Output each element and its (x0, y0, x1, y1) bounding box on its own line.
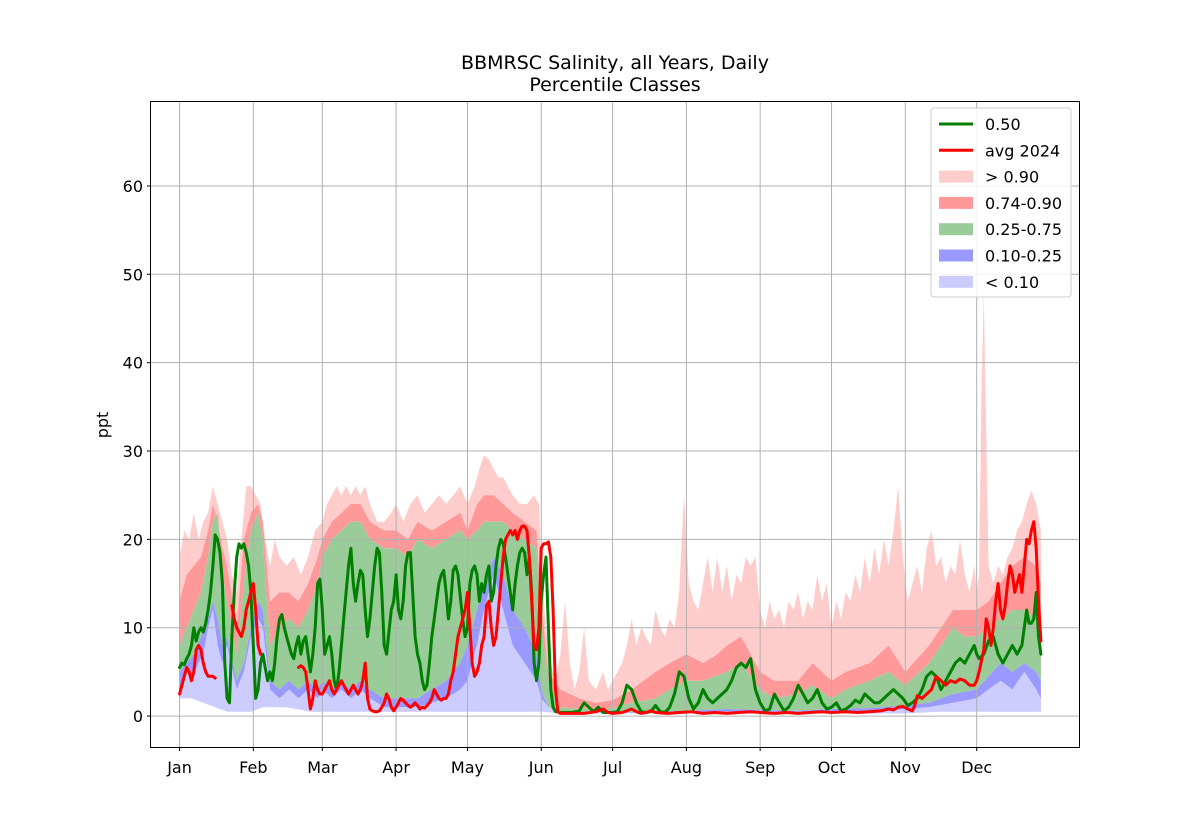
y-tick-label: 10 (123, 619, 143, 638)
chart-title-line1: BBMRSC Salinity, all Years, Daily (461, 52, 769, 74)
legend-label: 0.10-0.25 (985, 247, 1062, 266)
y-tick-label: 0 (133, 707, 143, 726)
median-0.50-line (178, 533, 1043, 714)
legend-swatch-fill (939, 196, 973, 209)
x-tick-label: Jan (166, 758, 192, 777)
y-tick-label: 20 (123, 530, 143, 549)
x-tick-label: Nov (890, 758, 921, 777)
legend-swatch-fill (939, 249, 973, 262)
legend-label: 0.74-0.90 (985, 194, 1062, 213)
legend-label: 0.50 (985, 115, 1021, 134)
x-tick-label: Aug (671, 758, 702, 777)
band-0.10-0.25 (179, 557, 1041, 713)
y-axis-ticks: 0 10 20 30 40 50 60 (123, 177, 151, 726)
band-below-0.10 (179, 574, 1041, 714)
x-tick-label: Dec (961, 758, 992, 777)
y-axis-label: ppt (93, 412, 112, 439)
y-tick-label: 50 (123, 265, 143, 284)
x-tick-label: Jun (528, 758, 554, 777)
avg-2024-line (230, 582, 262, 656)
legend-label: > 0.90 (985, 168, 1039, 187)
x-tick-label: Apr (382, 758, 410, 777)
avg-2024-line (178, 643, 217, 696)
series-lines (178, 520, 1043, 715)
x-tick-label: May (451, 758, 484, 777)
legend-label: 0.25-0.75 (985, 220, 1062, 239)
legend-swatch-fill (939, 275, 973, 288)
legend-label: < 0.10 (985, 273, 1039, 292)
chart-title-line2: Percentile Classes (529, 74, 700, 96)
legend-swatch-fill (939, 223, 973, 236)
x-tick-label: Oct (818, 758, 846, 777)
percentile-bands (179, 292, 1041, 714)
band-0.25-0.75 (179, 512, 1041, 712)
x-tick-label: Sep (745, 758, 775, 777)
avg-2024-line (297, 520, 1043, 715)
band-above-0.90 (179, 292, 1041, 703)
legend: 0.50 avg 2024 > 0.90 0.74-0.90 0.25-0.75 0.10… (930, 107, 1072, 298)
y-tick-label: 60 (123, 177, 143, 196)
y-tick-label: 30 (123, 442, 143, 461)
x-tick-label: Jul (602, 758, 622, 777)
x-axis-ticks: Jan Feb Mar Apr May Jun Jul Aug Sep Oct Nov Dec (166, 747, 992, 777)
legend-swatch-fill (939, 170, 973, 183)
legend-label: avg 2024 (985, 141, 1060, 160)
plot-frame (150, 101, 1080, 748)
x-tick-label: Feb (239, 758, 267, 777)
x-tick-label: Mar (307, 758, 338, 777)
y-tick-label: 40 (123, 354, 143, 373)
